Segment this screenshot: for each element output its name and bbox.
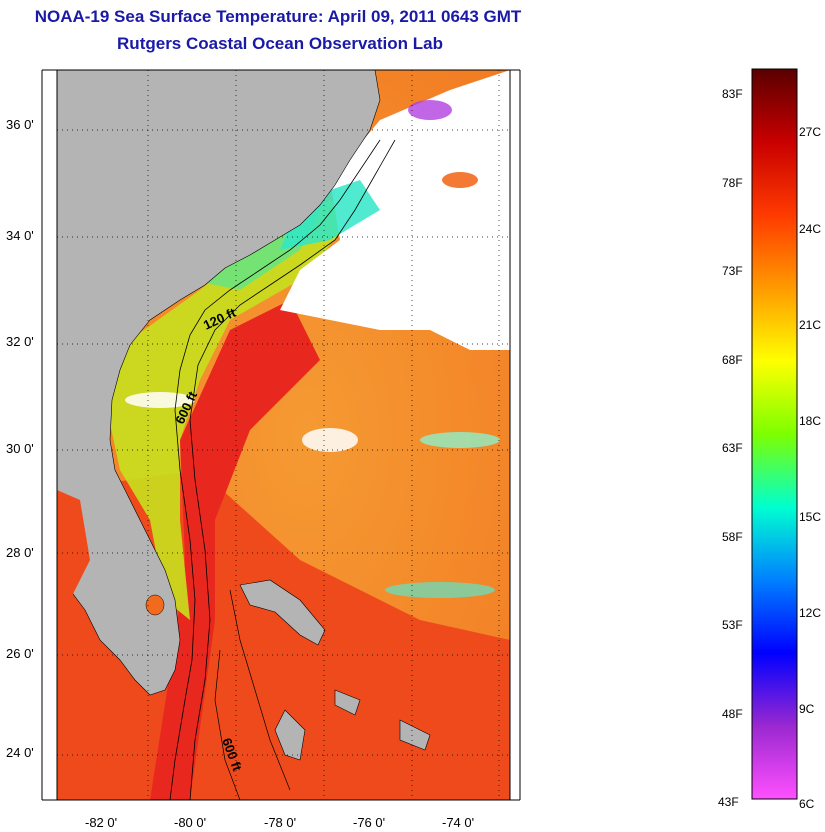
colorbar-label-f: 78F [722,176,743,190]
colorbar-label-f: 48F [722,707,743,721]
colorbar [751,68,798,800]
contour-bahamas [214,649,241,800]
lat-label: 34 0' [6,228,34,243]
land-mainland [57,70,381,696]
colorbar-label-f: 63F [722,441,743,455]
map-gridlines [57,70,510,800]
land-andros [274,709,306,761]
lon-label: -74 0' [442,815,475,830]
map-panel [57,70,510,800]
land-bahamas [239,579,326,646]
colorbar-label-c: 9C [799,702,815,716]
colorbar-label-f: 73F [722,264,743,278]
colorbar-label-f: 43F [718,795,739,809]
colorbar-label-f: 68F [722,353,743,367]
contour-600ft [189,139,396,800]
colorbar-label-f: 53F [722,618,743,632]
colorbar-label-c: 21C [799,318,822,332]
colorbar-label-f: 58F [722,530,743,544]
lat-label: 28 0' [6,545,34,560]
gulf-stream [150,300,320,800]
land-island [334,689,361,716]
warm-eddy [442,172,478,188]
cloud-cover-north [280,70,510,350]
shelf-water [105,200,360,620]
land-island [399,719,431,751]
colorbar-label-c: 6C [799,797,815,811]
cloud-patch [420,432,500,448]
lon-label: -80 0' [174,815,207,830]
lat-label: 30 0' [6,441,34,456]
map-title: NOAA-19 Sea Surface Temperature: April 0… [34,7,522,26]
lon-label: -76 0' [353,815,386,830]
colorbar-label-f: 83F [722,87,743,101]
cold-water-patch [280,180,380,250]
cool-filament [385,582,495,598]
lat-label: 36 0' [6,117,34,132]
cloud-patch [125,392,195,408]
lake-okeechobee [145,594,165,616]
map-frame-ticks [41,69,521,801]
cloud-patch [302,428,358,452]
lon-label: -82 0' [85,815,118,830]
contour-120ft [169,139,381,800]
colorbar-label-c: 15C [799,510,822,524]
colorbar-label-c: 27C [799,125,822,139]
gulf-of-mexico-water [57,490,90,610]
lon-label: -78 0' [264,815,297,830]
colorbar-label-c: 24C [799,222,822,236]
lat-label: 24 0' [6,745,34,760]
colorbar-label-c: 18C [799,414,822,428]
colorbar-label-c: 12C [799,606,822,620]
contour-bahamas [229,589,291,791]
lat-label: 32 0' [6,334,34,349]
lat-label: 26 0' [6,646,34,661]
cloud-patch [408,100,452,120]
map-subtitle: Rutgers Coastal Ocean Observation Lab [117,34,443,53]
